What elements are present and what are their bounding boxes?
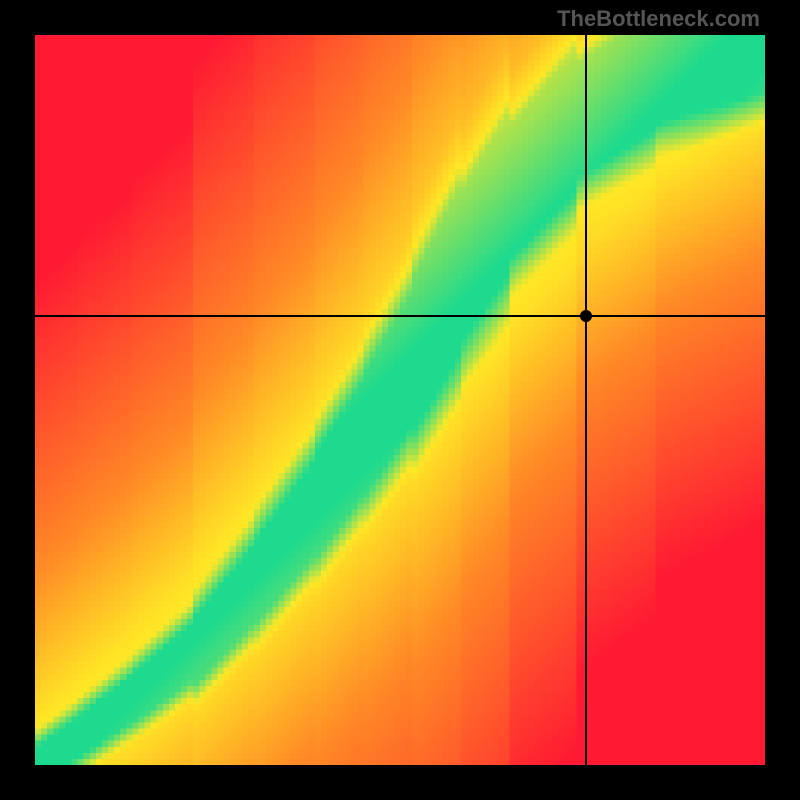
heatmap-plot-area: [35, 35, 765, 765]
bottleneck-marker-dot: [580, 310, 592, 322]
crosshair-horizontal: [35, 315, 765, 317]
heatmap-canvas: [35, 35, 765, 765]
watermark-text: TheBottleneck.com: [557, 6, 760, 32]
crosshair-vertical: [585, 35, 587, 765]
